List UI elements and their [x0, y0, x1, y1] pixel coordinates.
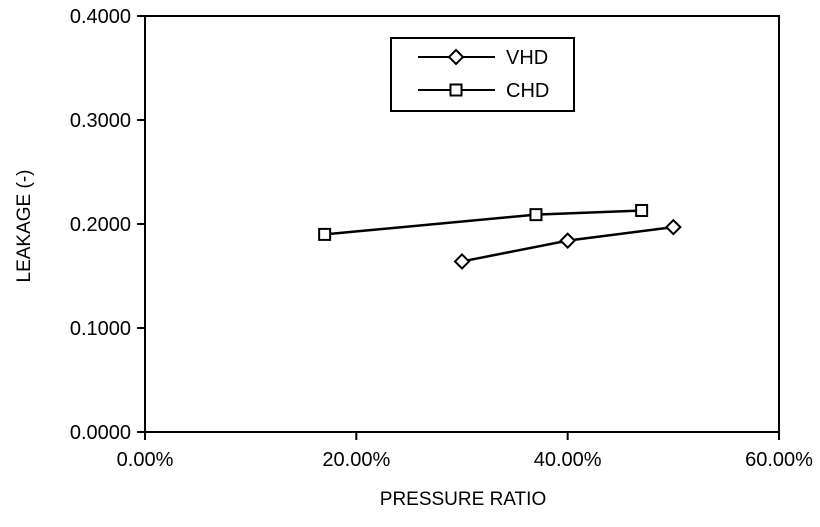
y-tick-label: 0.3000 [70, 110, 131, 132]
data-point-chd [529, 208, 543, 222]
series-vhd [453, 218, 682, 270]
x-tick-label: 40.00% [534, 449, 602, 471]
series-layer [318, 203, 682, 270]
x-tick-label: 60.00% [745, 449, 813, 471]
series-line-chd [324, 209, 642, 236]
data-point-vhd [664, 218, 682, 236]
legend: VHD CHD [390, 37, 575, 112]
x-axis: 0.00% 20.00% 40.00% 60.00% [117, 432, 813, 471]
data-point-chd [318, 227, 332, 241]
y-tick-label: 0.1000 [70, 318, 131, 340]
y-tick-label: 0.0000 [70, 422, 131, 444]
series-chd [318, 203, 649, 241]
y-tick-label: 0.4000 [70, 6, 131, 28]
y-axis-title: LEAKAGE (-) [14, 170, 35, 283]
data-point-vhd [453, 253, 471, 270]
legend-label-chd: CHD [506, 80, 549, 102]
x-axis-title: PRESSURE RATIO [380, 489, 546, 510]
legend-marker-vhd [447, 48, 465, 66]
data-point-vhd [559, 232, 577, 250]
x-tick-label: 0.00% [117, 449, 174, 471]
data-point-chd [635, 203, 649, 217]
y-tick-label: 0.2000 [70, 214, 131, 236]
legend-marker-chd [449, 83, 463, 97]
x-tick-label: 20.00% [322, 449, 390, 471]
y-axis: 0.0000 0.1000 0.2000 0.3000 0.4000 [70, 6, 145, 444]
legend-box [390, 37, 575, 112]
legend-label-vhd: VHD [506, 47, 548, 69]
